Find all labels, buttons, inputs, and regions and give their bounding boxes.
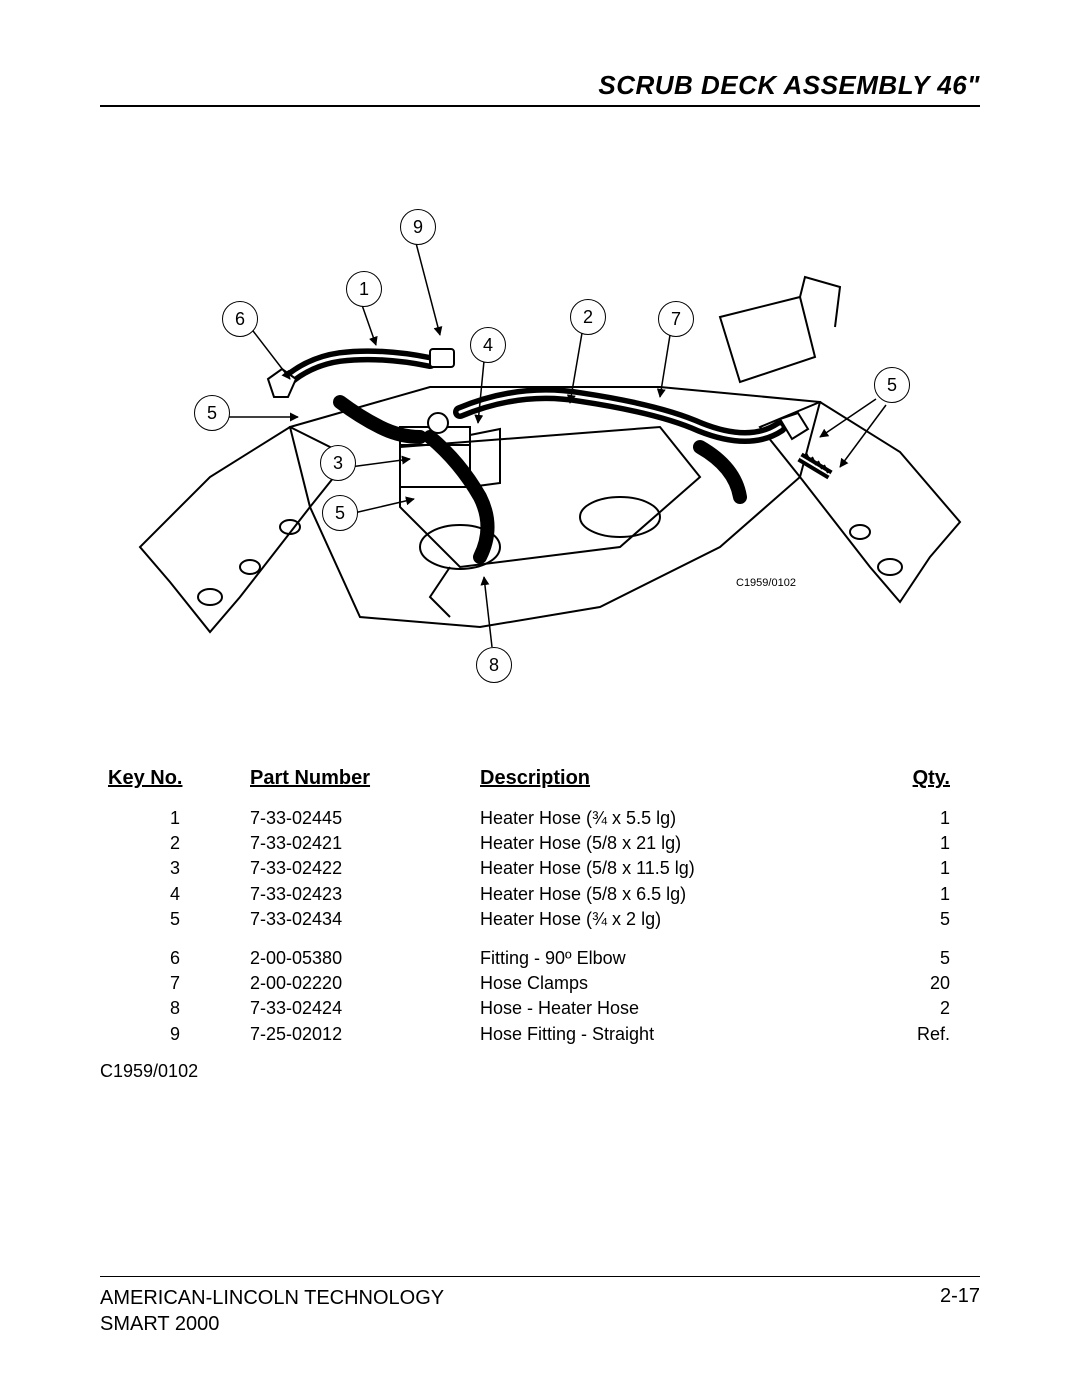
cell-qty: 5 (860, 907, 950, 932)
cell-key: 9 (100, 1022, 250, 1047)
cell-qty: 2 (860, 996, 950, 1021)
table-row: 97-25-02012Hose Fitting - StraightRef. (100, 1022, 980, 1047)
cell-key: 8 (100, 996, 250, 1021)
cell-desc: Hose Fitting - Straight (480, 1022, 860, 1047)
cell-key: 5 (100, 907, 250, 932)
table-row: 47-33-02423Heater Hose (5/8 x 6.5 lg)1 (100, 882, 980, 907)
cell-part: 7-33-02422 (250, 856, 480, 881)
cell-key: 3 (100, 856, 250, 881)
cell-desc: Heater Hose (5/8 x 21 lg) (480, 831, 860, 856)
callout-bubble: 1 (346, 271, 382, 307)
cell-key: 2 (100, 831, 250, 856)
cell-desc: Hose Clamps (480, 971, 860, 996)
table-row: 62-00-05380Fitting - 90º Elbow5 (100, 946, 980, 971)
table-row: 37-33-02422Heater Hose (5/8 x 11.5 lg)1 (100, 856, 980, 881)
table-header-row: Key No. Part Number Description Qty. (100, 767, 980, 792)
cell-key: 1 (100, 806, 250, 831)
cell-qty: 1 (860, 806, 950, 831)
table-row: 17-33-02445Heater Hose (¾ x 5.5 lg)1 (100, 806, 980, 831)
callout-bubble: 9 (400, 209, 436, 245)
cell-desc: Heater Hose (5/8 x 6.5 lg) (480, 882, 860, 907)
footer-page-number: 2-17 (940, 1285, 980, 1337)
cell-part: 2-00-02220 (250, 971, 480, 996)
callout-bubble: 4 (470, 327, 506, 363)
callout-bubble: 2 (570, 299, 606, 335)
footer-line1: AMERICAN-LINCOLN TECHNOLOGY (100, 1285, 444, 1311)
cell-part: 7-33-02445 (250, 806, 480, 831)
cell-qty: Ref. (860, 1022, 950, 1047)
cell-qty: 1 (860, 882, 950, 907)
cell-part: 7-33-02423 (250, 882, 480, 907)
cell-part: 7-33-02434 (250, 907, 480, 932)
cell-part: 2-00-05380 (250, 946, 480, 971)
callout-bubble: 5 (874, 367, 910, 403)
table-row: 72-00-02220Hose Clamps20 (100, 971, 980, 996)
cell-desc: Heater Hose (¾ x 5.5 lg) (480, 806, 860, 831)
cell-key: 6 (100, 946, 250, 971)
title-rule: SCRUB DECK ASSEMBLY 46" (100, 70, 980, 107)
page-footer: AMERICAN-LINCOLN TECHNOLOGY SMART 2000 2… (100, 1276, 980, 1337)
callout-bubble: 8 (476, 647, 512, 683)
drawing-code-label: C1959/0102 (736, 577, 796, 589)
table-row: 87-33-02424Hose - Heater Hose2 (100, 996, 980, 1021)
cell-qty: 20 (860, 971, 950, 996)
footer-line2: SMART 2000 (100, 1311, 444, 1337)
diagram-svg (100, 127, 980, 707)
parts-table: Key No. Part Number Description Qty. 17-… (100, 767, 980, 1082)
col-header-part: Part Number (250, 767, 480, 790)
callout-bubble: 5 (322, 495, 358, 531)
cell-desc: Heater Hose (5/8 x 11.5 lg) (480, 856, 860, 881)
callout-bubble: 3 (320, 445, 356, 481)
drawing-ref: C1959/0102 (100, 1061, 980, 1082)
cell-qty: 1 (860, 856, 950, 881)
cell-key: 7 (100, 971, 250, 996)
cell-part: 7-25-02012 (250, 1022, 480, 1047)
table-row: 27-33-02421Heater Hose (5/8 x 21 lg)1 (100, 831, 980, 856)
col-header-qty: Qty. (860, 767, 950, 790)
footer-left: AMERICAN-LINCOLN TECHNOLOGY SMART 2000 (100, 1285, 444, 1337)
page: SCRUB DECK ASSEMBLY 46" (0, 0, 1080, 1397)
callout-bubble: 6 (222, 301, 258, 337)
cell-desc: Hose - Heater Hose (480, 996, 860, 1021)
col-header-desc: Description (480, 767, 860, 790)
cell-part: 7-33-02424 (250, 996, 480, 1021)
cell-qty: 5 (860, 946, 950, 971)
col-header-key: Key No. (100, 767, 250, 790)
cell-qty: 1 (860, 831, 950, 856)
page-title: SCRUB DECK ASSEMBLY 46" (598, 70, 980, 100)
table-row: 57-33-02434Heater Hose (¾ x 2 lg)5 (100, 907, 980, 932)
cell-desc: Heater Hose (¾ x 2 lg) (480, 907, 860, 932)
callout-bubble: 7 (658, 301, 694, 337)
cell-desc: Fitting - 90º Elbow (480, 946, 860, 971)
cell-key: 4 (100, 882, 250, 907)
callout-bubble: 5 (194, 395, 230, 431)
exploded-diagram: C1959/0102 91 6 2 7 4 5 5 3 5 8 (100, 127, 980, 707)
cell-part: 7-33-02421 (250, 831, 480, 856)
